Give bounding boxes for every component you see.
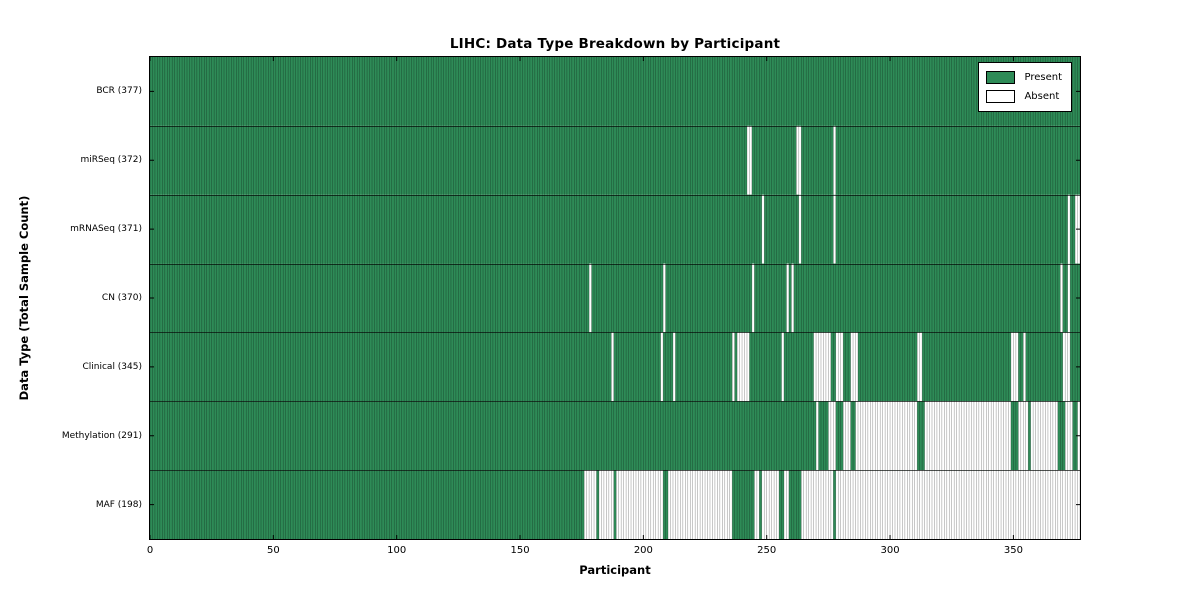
- y-tick-label: Methylation (291): [61, 430, 142, 441]
- x-tick-label: 250: [757, 545, 777, 556]
- y-tick-label: Clinical (345): [82, 361, 142, 372]
- x-tick-label: 350: [1003, 545, 1023, 556]
- x-axis-label: Participant: [579, 563, 651, 577]
- presence-matrix-canvas: [150, 57, 1080, 539]
- y-tick-label: BCR (377): [96, 86, 142, 97]
- y-tick-label: mRNASeq (371): [70, 224, 142, 235]
- legend-label-absent: Absent: [1024, 91, 1060, 102]
- x-tick-label: 100: [387, 545, 407, 556]
- x-tick-label: 300: [880, 545, 900, 556]
- x-tick-label: 0: [146, 545, 154, 556]
- legend-label-present: Present: [1024, 72, 1062, 83]
- y-tick-label: miRSeq (372): [80, 155, 142, 166]
- chart-title: LIHC: Data Type Breakdown by Participant: [449, 36, 781, 52]
- present-swatch: [986, 71, 1016, 84]
- x-tick-label: 200: [633, 545, 653, 556]
- y-tick-label: CN (370): [101, 293, 142, 303]
- x-tick-label: 50: [266, 545, 280, 556]
- absent-swatch: [986, 90, 1016, 103]
- y-tick-label: MAF (198): [95, 499, 142, 510]
- legend-item-absent: Absent: [986, 87, 1062, 106]
- plot-area: Present Absent: [149, 56, 1081, 540]
- legend-item-present: Present: [986, 68, 1062, 87]
- x-tick-label: 150: [510, 545, 530, 556]
- legend: Present Absent: [978, 62, 1072, 112]
